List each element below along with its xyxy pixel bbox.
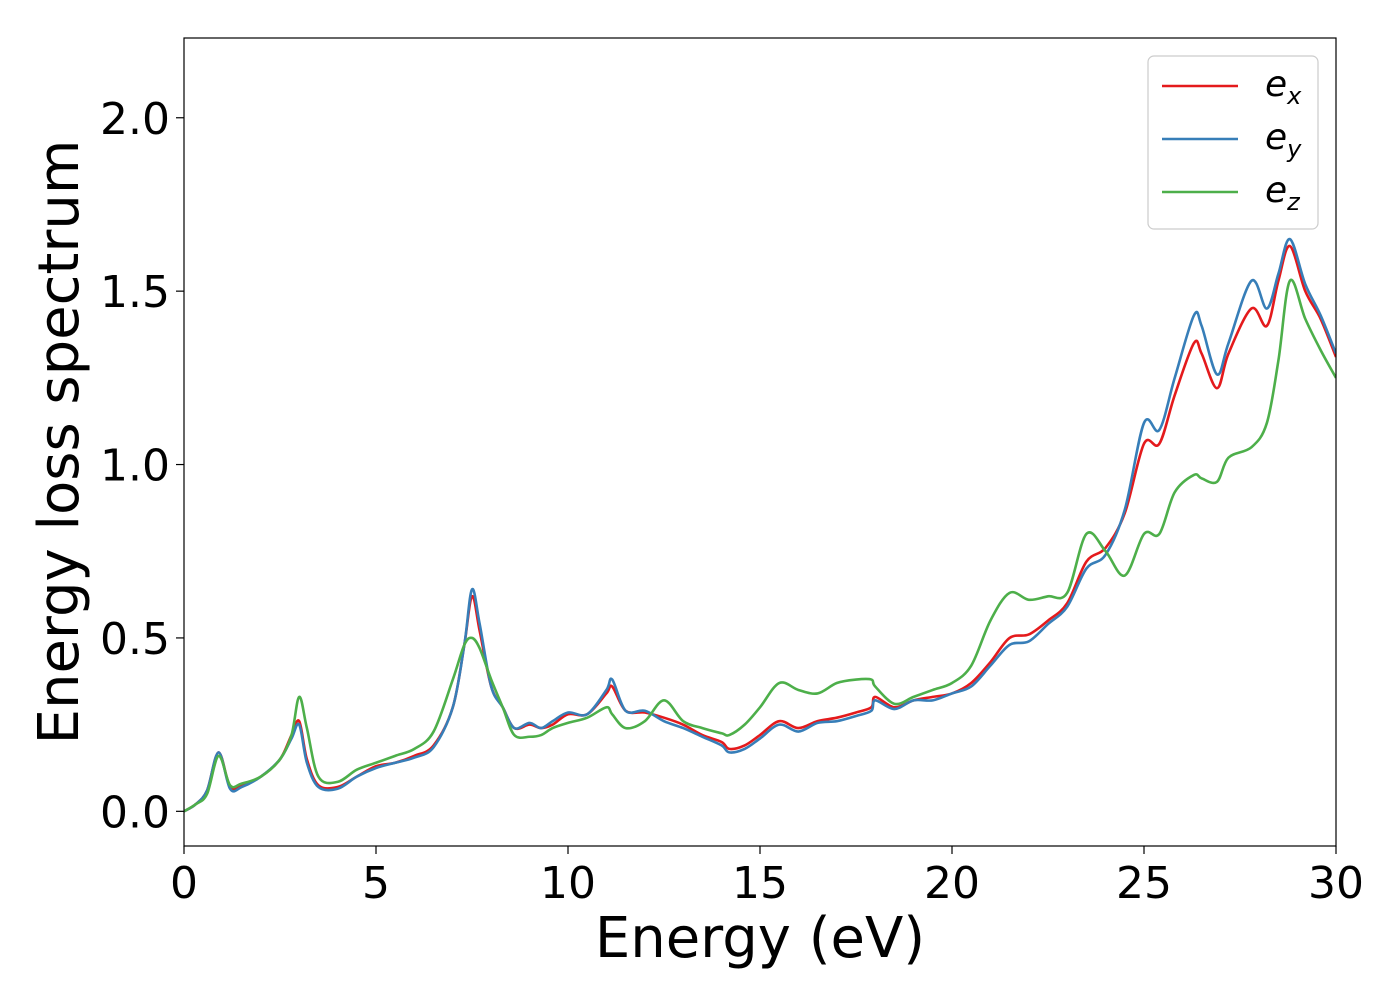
series-line-e-z [184, 278, 1336, 813]
x-tick-label: 15 [732, 858, 788, 909]
series-line-e-y [184, 237, 1336, 813]
x-tick-label: 0 [170, 858, 198, 909]
x-axis-label: Energy (eV) [595, 906, 925, 971]
x-tick-label: 5 [362, 858, 390, 909]
x-tick-label: 20 [924, 858, 980, 909]
legend-box [1147, 55, 1319, 230]
y-tick-label: 1.0 [100, 441, 170, 492]
series-layer [184, 237, 1336, 813]
legend: ex ey ez [1147, 55, 1319, 230]
x-tick-label: 30 [1308, 858, 1364, 909]
legend-label-e-y: ey [1265, 117, 1302, 163]
x-tick-label: 25 [1116, 858, 1172, 909]
y-axis-ticks: 0.0 0.5 1.0 1.5 2.0 [100, 94, 184, 838]
legend-label-e-z: ez [1265, 170, 1301, 216]
legend-label-e-x: ex [1265, 64, 1302, 110]
x-tick-label: 10 [540, 858, 596, 909]
x-axis-ticks: 0 5 10 15 20 25 30 [170, 846, 1364, 909]
y-tick-label: 0.5 [100, 614, 170, 665]
y-tick-label: 1.5 [100, 267, 170, 318]
y-tick-label: 0.0 [100, 787, 170, 838]
y-tick-label: 2.0 [100, 94, 170, 145]
y-axis-label: Energy loss spectrum [27, 140, 92, 745]
